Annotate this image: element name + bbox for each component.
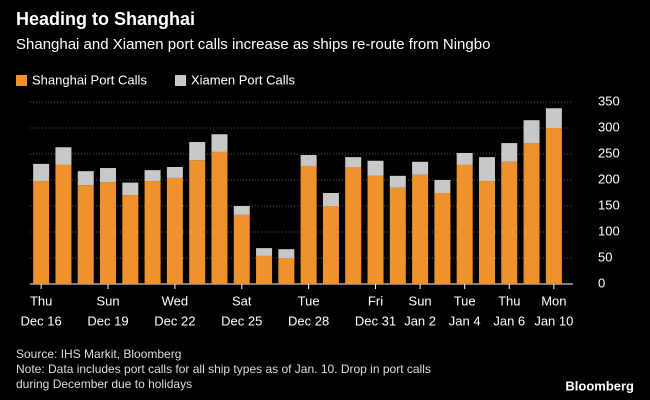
y-tick-label: 100 [598,223,620,238]
x-tick-label: Sun [96,293,119,308]
x-tick-label: Fri [368,293,383,308]
legend-swatch [16,75,27,86]
x-tick-label: Jan 2 [404,313,436,328]
bar-segment [501,143,518,162]
bar-segment [77,171,94,186]
bar-segment [367,175,384,284]
bar-segment [434,193,451,284]
bar-segment [233,206,250,215]
y-tick-label: 300 [598,119,620,134]
x-tick-label: Thu [498,293,520,308]
bar-segment [434,180,451,193]
bar-segment [100,168,117,183]
bar-segment [322,206,339,284]
bar-segment [278,249,295,258]
chart-title: Heading to Shanghai [16,9,195,29]
x-tick-label: Jan 6 [493,313,525,328]
bar-segment [345,157,362,167]
bar-segment [389,175,406,188]
x-tick-label: Mon [541,293,566,308]
bar-segment [144,181,161,284]
bar-segment [233,214,250,284]
y-tick-label: 200 [598,171,620,186]
note: during December due to holidays [16,377,192,391]
bar-segment [256,255,273,284]
x-tick-label: Dec 19 [87,313,128,328]
x-tick-label: Dec 31 [355,313,396,328]
bar-segment [300,155,317,166]
legend-swatch [175,75,186,86]
x-tick-label: Tue [454,293,476,308]
legend-label: Xiamen Port Calls [191,72,296,87]
bar-segment [412,174,429,284]
bar-segment [523,143,540,284]
bar-segment [211,151,228,284]
brand: Bloomberg [565,378,634,393]
x-tick-label: Sun [409,293,432,308]
source: Source: IHS Markit, Bloomberg [16,347,181,361]
y-tick-label: 350 [598,93,620,108]
bar-segment [122,195,139,284]
chart-subtitle: Shanghai and Xiamen port calls increase … [16,36,490,53]
x-tick-label: Thu [30,293,52,308]
bar-segment [33,181,50,284]
note: Note: Data includes port calls for all s… [16,362,431,376]
bar-segment [456,152,473,165]
y-tick-label: 0 [598,275,605,290]
bar-segment [189,142,206,161]
bar-segment [122,182,139,196]
bar-segment [456,164,473,284]
bar-segment [166,167,183,178]
bar-segment [545,108,562,128]
bar-segment [278,258,295,284]
bar-segment [478,181,495,284]
x-tick-label: Dec 28 [288,313,329,328]
bar-segment [55,164,72,284]
bar-segment [211,134,228,152]
bar-segment [189,160,206,284]
bar-segment [322,193,339,206]
y-tick-label: 150 [598,197,620,212]
bar-segment [389,187,406,284]
y-tick-label: 50 [598,249,612,264]
bar-segment [144,170,161,182]
x-tick-label: Jan 10 [534,313,573,328]
bar-segment [256,248,273,256]
x-tick-label: Sat [232,293,252,308]
bar-segment [367,160,384,176]
bar-segment [545,128,562,284]
y-tick-label: 250 [598,145,620,160]
bar-segment [100,182,117,284]
x-tick-label: Jan 4 [449,313,481,328]
x-tick-label: Dec 25 [221,313,262,328]
bar-segment [300,165,317,284]
bar-segment [33,163,50,182]
bar-segment [55,147,72,165]
x-tick-label: Wed [162,293,189,308]
x-tick-label: Dec 16 [21,313,62,328]
x-tick-label: Tue [298,293,320,308]
bar-segment [345,167,362,284]
bar-segment [77,185,94,284]
legend-label: Shanghai Port Calls [32,72,147,87]
bar-segment [166,177,183,284]
x-tick-label: Dec 22 [154,313,195,328]
bar-segment [523,120,540,144]
bar-segment [501,161,518,284]
bar-segment [412,161,429,175]
bar-segment [478,157,495,182]
